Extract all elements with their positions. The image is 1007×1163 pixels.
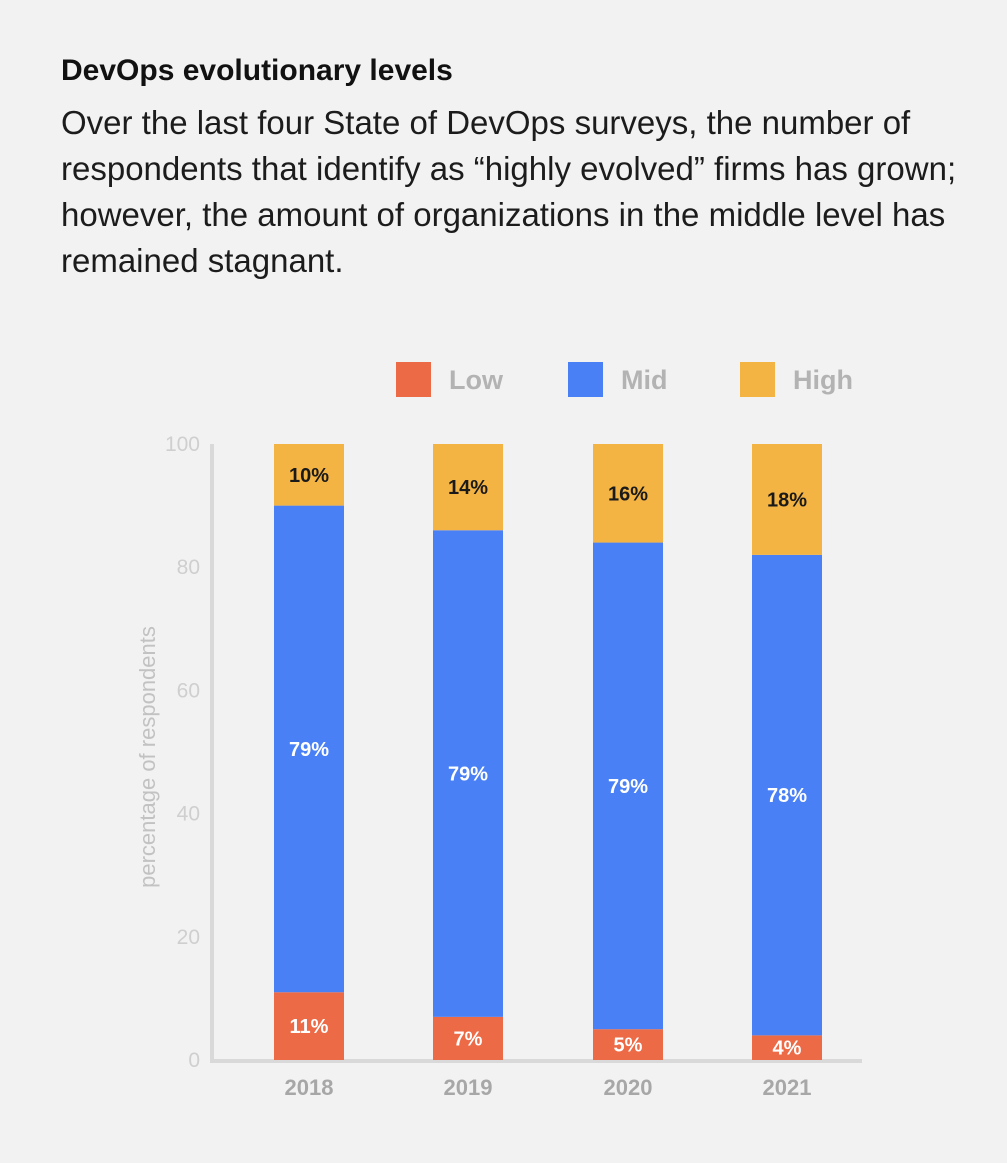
y-tick-label: 80 [177,556,200,579]
data-label-low-2020: 5% [614,1035,643,1057]
chart-title: DevOps evolutionary levels [61,54,453,87]
bar-group-2019: 7% 79% 14% 2019 [433,444,503,1100]
legend-swatch [396,362,431,397]
bar-group-2020: 5% 79% 16% 2020 [593,444,663,1100]
y-axis: percentage of respondents 0 20 40 60 80 100 [135,433,862,1072]
bar-high-2021 [752,444,822,555]
x-tick-label: 2018 [285,1075,334,1100]
data-label-high-2021: 18% [767,489,807,511]
bar-group-2018: 11% 79% 10% 2018 [274,444,344,1100]
bars: 11% 79% 10% 2018 7% 79% 14% 2019 5% 79% 16% 2020 4% 7… [274,444,822,1100]
legend-item-high: High [740,362,853,397]
chart-legend: Low Mid High [396,362,853,397]
legend-item-mid: Mid [568,362,668,397]
bar-high-2019 [433,444,503,531]
legend-label: High [793,365,853,395]
x-tick-label: 2020 [604,1075,653,1100]
data-label-mid-2018: 79% [289,739,329,761]
legend-label: Mid [621,365,668,395]
data-label-mid-2019: 79% [448,764,488,786]
bar-low-2019 [433,1016,503,1060]
bar-mid-2019 [433,530,503,1017]
y-axis-label: percentage of respondents [135,626,160,888]
legend-swatch [568,362,603,397]
legend-label: Low [449,365,504,395]
bar-high-2020 [593,444,663,543]
bar-low-2020 [593,1029,663,1060]
y-tick-label: 20 [177,926,200,949]
bar-mid-2018 [274,505,344,993]
x-tick-label: 2021 [763,1075,812,1100]
y-tick-label: 40 [177,803,200,826]
bar-group-2021: 4% 78% 18% 2021 [752,444,822,1100]
data-label-mid-2021: 78% [767,785,807,807]
data-label-high-2019: 14% [448,477,488,499]
data-label-low-2019: 7% [454,1028,483,1050]
chart-subtitle: Over the last four State of DevOps surve… [61,104,957,279]
bar-mid-2020 [593,542,663,1030]
legend-swatch [740,362,775,397]
y-tick-label: 100 [165,433,200,456]
data-label-high-2020: 16% [608,483,648,505]
data-label-low-2018: 11% [290,1016,329,1038]
bar-low-2021 [752,1035,822,1060]
bar-high-2018 [274,444,344,506]
bar-low-2018 [274,992,344,1060]
data-label-low-2021: 4% [773,1038,802,1060]
legend-item-low: Low [396,362,504,397]
bar-mid-2021 [752,554,822,1036]
y-tick-label: 0 [188,1049,200,1072]
data-label-mid-2020: 79% [608,776,648,798]
x-tick-label: 2019 [444,1075,493,1100]
y-tick-label: 60 [177,679,200,702]
data-label-high-2018: 10% [289,465,329,487]
